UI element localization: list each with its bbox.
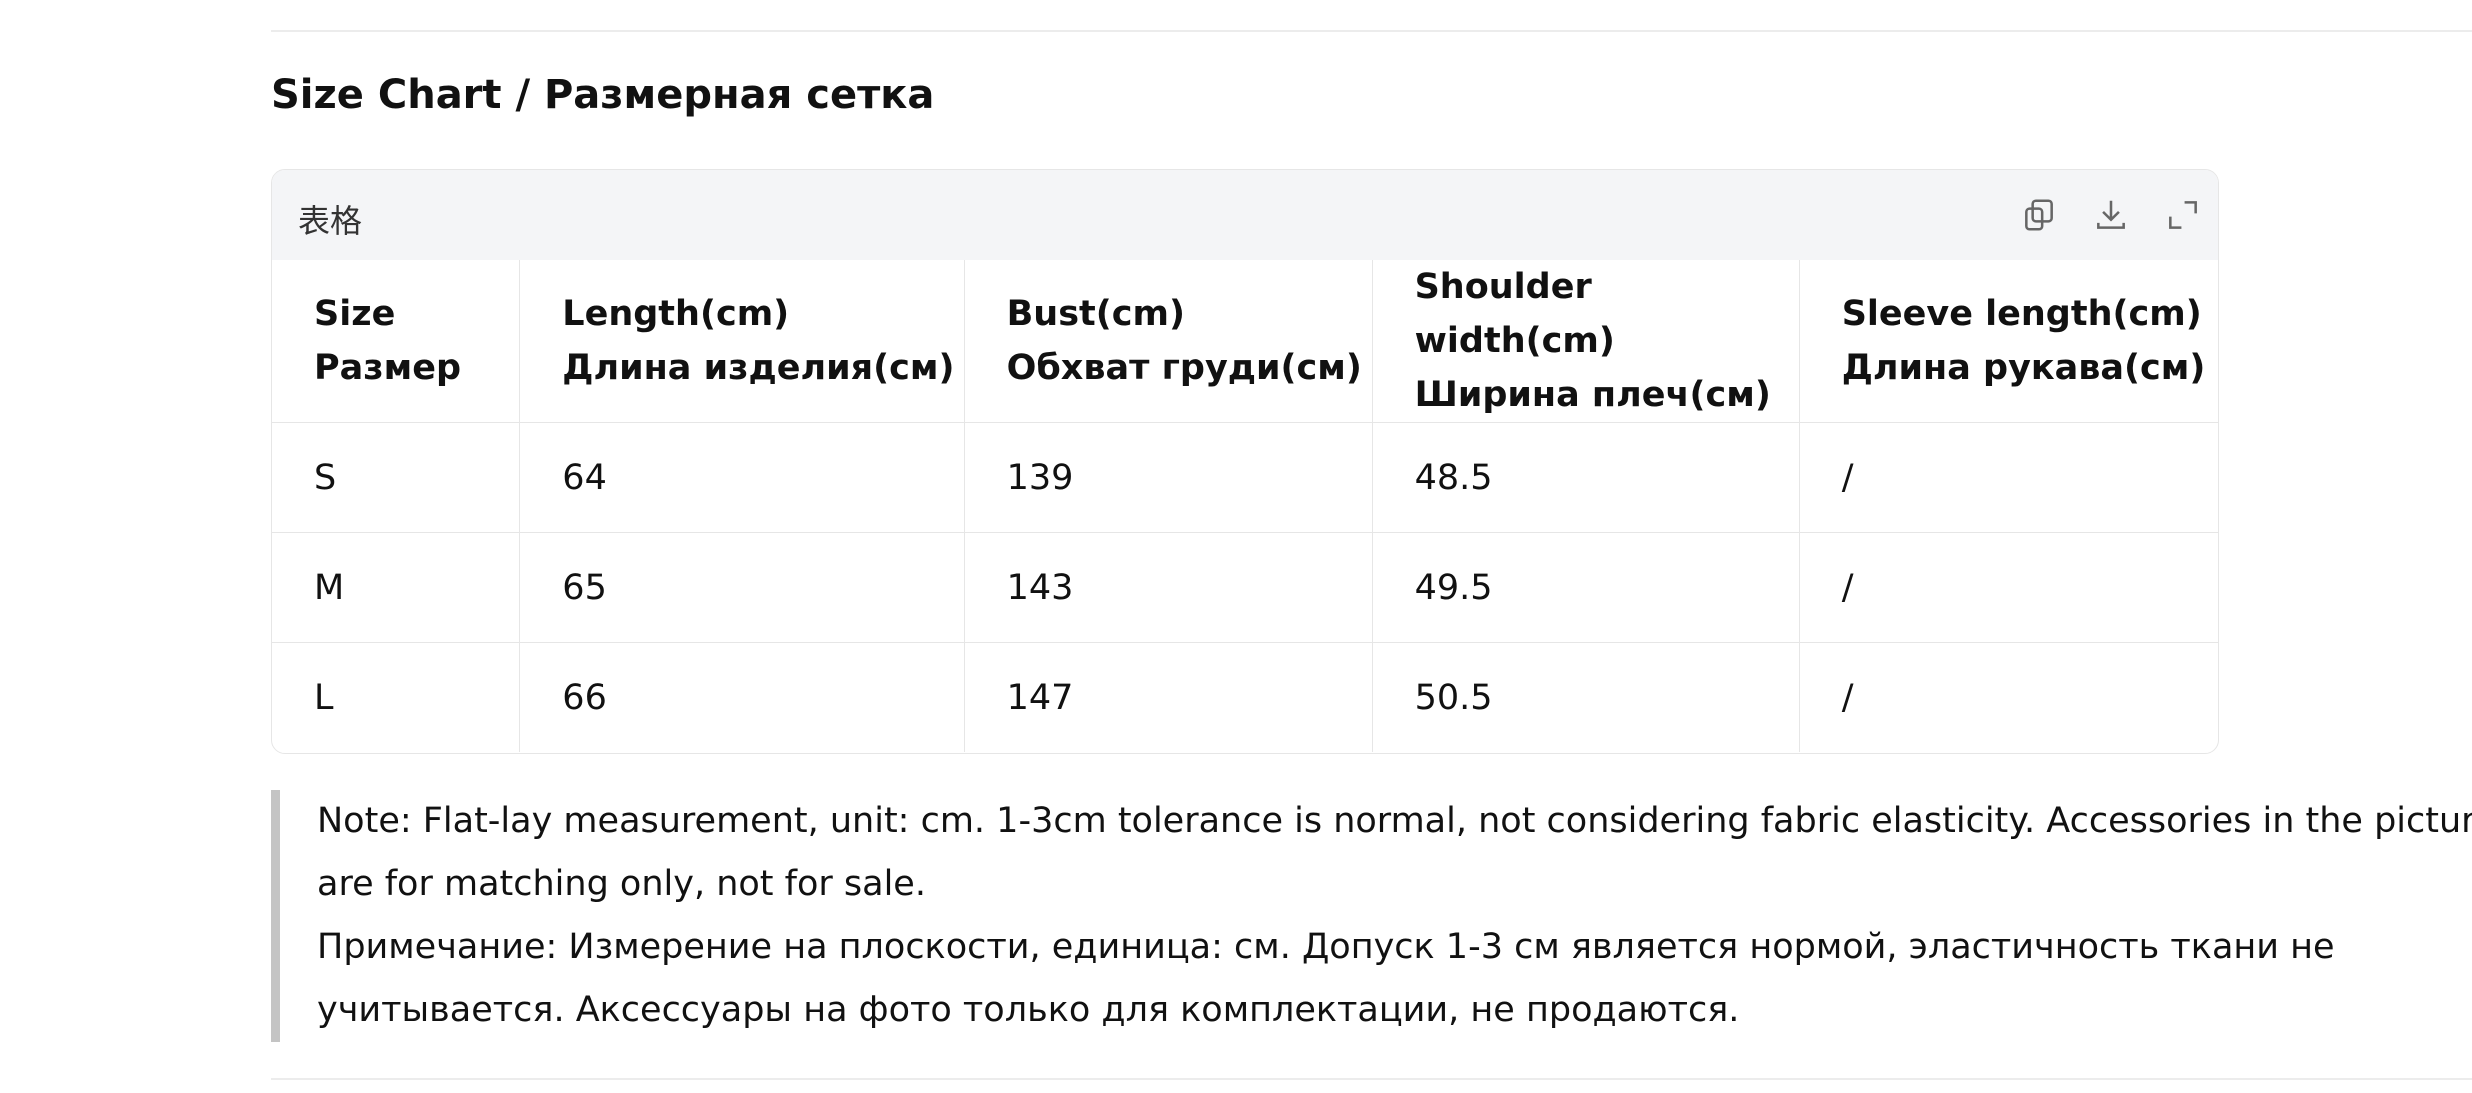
column-header: Size Размер bbox=[272, 260, 521, 423]
table-cell: 49.5 bbox=[1371, 532, 1800, 643]
header-line: Bust(cm) bbox=[1006, 294, 1185, 334]
header-line: Shoulder width(cm) bbox=[1414, 267, 1615, 361]
header-line: Обхват груди(см) bbox=[1006, 348, 1362, 388]
header-line: Size bbox=[314, 294, 396, 334]
header-line: Длина изделия(см) bbox=[562, 348, 955, 388]
table-cell: 48.5 bbox=[1371, 422, 1800, 533]
header-line: Ширина плеч(см) bbox=[1414, 375, 1771, 415]
table-cell: 143 bbox=[963, 532, 1373, 643]
table-cell: M bbox=[272, 532, 521, 643]
copy-icon[interactable] bbox=[2020, 196, 2058, 234]
table-cell: L bbox=[272, 642, 521, 752]
table-cell: 139 bbox=[963, 422, 1373, 533]
table-cell: S bbox=[272, 422, 521, 533]
table-cell: / bbox=[1798, 642, 2218, 752]
note-paragraph: Note: Flat-lay measurement, unit: cm. 1-… bbox=[317, 801, 2472, 904]
table-cell: / bbox=[1798, 532, 2218, 643]
note: Note: Flat-lay measurement, unit: cm. 1-… bbox=[271, 790, 2472, 1042]
table-cell: 66 bbox=[519, 642, 965, 752]
table-cell: 50.5 bbox=[1371, 642, 1800, 752]
table-label: 表格 bbox=[298, 202, 363, 240]
table-card: 表格 Size Размер Length(cm) Длина изделия(см)… bbox=[271, 169, 2219, 754]
table-row: S 64 139 48.5/ bbox=[272, 422, 2218, 533]
column-header: Length(cm) Длина изделия(см) bbox=[519, 260, 965, 423]
table-row: L 66 147 50.5/ bbox=[272, 642, 2218, 752]
divider bbox=[271, 1078, 2472, 1080]
divider bbox=[271, 30, 2472, 32]
table-cell: 65 bbox=[519, 532, 965, 643]
table-toolbar: 表格 bbox=[272, 170, 2218, 260]
table-cell: 64 bbox=[519, 422, 965, 533]
table-cell: / bbox=[1798, 422, 2218, 533]
column-header: Sleeve length(cm) Длина рукава(см) bbox=[1798, 260, 2218, 423]
header-line: Размер bbox=[314, 348, 462, 388]
heading: Size Chart / Размерная сетка bbox=[271, 72, 935, 118]
header-line: Length(cm) bbox=[562, 294, 790, 334]
expand-icon[interactable] bbox=[2164, 196, 2202, 234]
header-line: Sleeve length(cm) bbox=[1841, 294, 2202, 334]
size-table: Size Размер Length(cm) Длина изделия(см) Bus… bbox=[272, 260, 2218, 752]
table-row: M 65 143 49.5/ bbox=[272, 532, 2218, 643]
note-paragraph: Примечание: Измерение на плоскости, един… bbox=[317, 927, 2335, 1030]
header-line: Длина рукава(см) bbox=[1841, 348, 2206, 388]
column-header: Shoulder width(cm) Ширина плеч(см) bbox=[1371, 260, 1800, 423]
table-cell: 147 bbox=[963, 642, 1373, 752]
download-icon[interactable] bbox=[2092, 196, 2130, 234]
column-header: Bust(cm) Обхват груди(см) bbox=[963, 260, 1373, 423]
